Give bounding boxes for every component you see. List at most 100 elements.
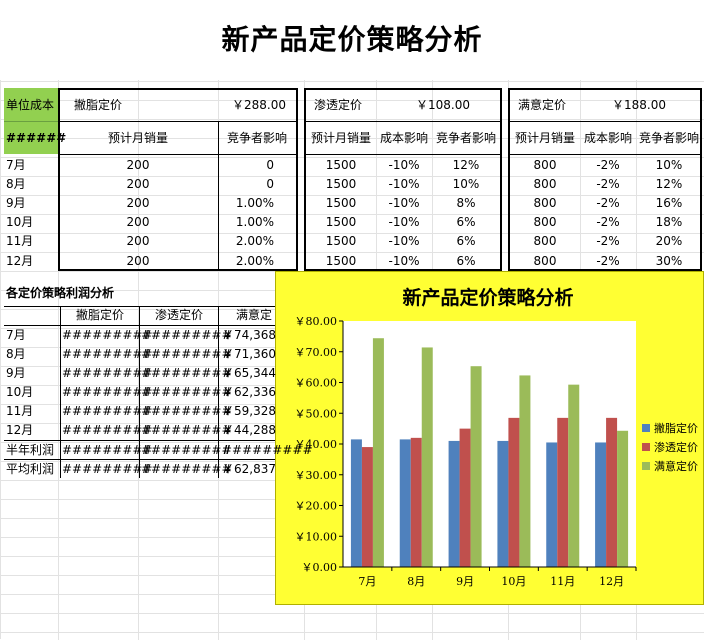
profit-pen-cell[interactable]: ######### [141,462,232,476]
pen-price[interactable]: ￥108.00 [416,98,470,112]
pen-comp-cell[interactable]: 12% [452,158,480,172]
profit-row-label[interactable]: 10月 [6,385,34,399]
profit-row-label[interactable]: 9月 [6,366,26,380]
profit-sat-cell[interactable]: ￥74,368 [222,328,276,342]
sat-sales-cell[interactable]: 800 [533,254,557,268]
profit-heading[interactable]: 各定价策略利润分析 [6,286,115,300]
pen-label[interactable]: 渗透定价 [314,98,363,112]
skim-comp-cell[interactable]: 0 [266,158,274,172]
sat-comp-cell[interactable]: 16% [655,196,683,210]
month-label[interactable]: 12月 [6,254,34,268]
pen-comp-cell[interactable]: 10% [452,177,480,191]
skim-sales-cell[interactable]: 200 [126,177,150,191]
pen-sales-cell[interactable]: 1500 [325,254,357,268]
sat-cost-cell[interactable]: -2% [596,215,620,229]
profit-pen-cell[interactable]: ######### [141,423,232,437]
profit-row-label[interactable]: 7月 [6,328,26,342]
sat-comp-cell[interactable]: 20% [655,234,683,248]
month-label[interactable]: 8月 [6,177,26,191]
profit-skim-cell[interactable]: ######### [62,347,153,361]
profit-pen-cell[interactable]: ######### [141,404,232,418]
sat-cost-cell[interactable]: -2% [596,254,620,268]
skim-comp-cell[interactable]: 2.00% [235,234,274,248]
profit-skim-cell[interactable]: ######### [62,423,153,437]
sat-cost-cell[interactable]: -2% [596,158,620,172]
sat-cost-cell[interactable]: -2% [596,196,620,210]
pen-cost-cell[interactable]: -10% [388,254,420,268]
skim-sales-cell[interactable]: 200 [126,215,150,229]
skim-comp-cell[interactable]: 1.00% [235,196,274,210]
month-label[interactable]: 11月 [6,234,34,248]
skim-label[interactable]: 撇脂定价 [74,98,123,112]
sat-sales-cell[interactable]: 800 [533,234,557,248]
sat-sales-cell[interactable]: 800 [533,177,557,191]
month-label[interactable]: 7月 [6,158,26,172]
profit-row-label[interactable]: 平均利润 [6,462,55,476]
sat-cost-cell[interactable]: -2% [596,177,620,191]
sat-comp-cell[interactable]: 12% [655,177,683,191]
y-tick-label: ￥20.00 [295,500,338,513]
sat-cost-cell[interactable]: -2% [596,234,620,248]
profit-skim-cell[interactable]: ######### [62,328,153,342]
sat-sales-cell[interactable]: 800 [533,215,557,229]
skim-sales-cell[interactable]: 200 [126,234,150,248]
pen-comp-cell[interactable]: 6% [456,215,476,229]
sat-comp-cell[interactable]: 18% [655,215,683,229]
pen-cost-cell[interactable]: -10% [388,234,420,248]
skim-sales-cell[interactable]: 200 [126,158,150,172]
title-area [0,0,704,80]
profit-sat-cell[interactable]: ￥62,837 [222,462,276,476]
skim-price[interactable]: ￥288.00 [232,98,286,112]
sheet-title[interactable]: 新产品定价策略分析 [221,23,483,56]
profit-row-label[interactable]: 半年利润 [6,443,55,457]
pen-sales-cell[interactable]: 1500 [325,158,357,172]
y-tick-label: ￥40.00 [295,438,338,451]
profit-row-label[interactable]: 12月 [6,423,34,437]
profit-skim-cell[interactable]: ######### [62,404,153,418]
profit-skim-cell[interactable]: ######### [62,385,153,399]
profit-sat-cell[interactable]: ￥71,360 [222,347,276,361]
sat-comp-cell[interactable]: 30% [655,254,683,268]
profit-pen-cell[interactable]: ######### [141,347,232,361]
profit-row-label[interactable]: 8月 [6,347,26,361]
pen-sales-cell[interactable]: 1500 [325,215,357,229]
month-label[interactable]: 10月 [6,215,34,229]
profit-row-label[interactable]: 11月 [6,404,34,418]
sat-sales-cell[interactable]: 800 [533,196,557,210]
sat-price[interactable]: ￥188.00 [612,98,666,112]
profit-sat-cell[interactable]: ￥65,344 [222,366,276,380]
skim-comp-cell[interactable]: 1.00% [235,215,274,229]
skim-sales-cell[interactable]: 200 [126,254,150,268]
skim-comp-cell[interactable]: 0 [266,177,274,191]
profit-skim-cell[interactable]: ######### [62,462,153,476]
profit-skim-cell[interactable]: ######### [62,366,153,380]
profit-sat-cell[interactable]: ￥44,288 [222,423,276,437]
pen-comp-cell[interactable]: 6% [456,234,476,248]
sat-comp-cell[interactable]: 10% [655,158,683,172]
profit-sat-cell[interactable]: ######### [222,443,313,457]
pen-cost-cell[interactable]: -10% [388,196,420,210]
skim-col-sales: 预计月销量 [107,131,168,145]
profit-pen-cell[interactable]: ######### [141,328,232,342]
skim-sales-cell[interactable]: 200 [126,196,150,210]
pen-comp-cell[interactable]: 6% [456,254,476,268]
profit-pen-cell[interactable]: ######### [141,385,232,399]
pen-sales-cell[interactable]: 1500 [325,234,357,248]
profit-skim-cell[interactable]: ######### [62,443,153,457]
pricing-chart[interactable]: 新产品定价策略分析 ￥0.00 ￥10.00 ￥20.00 ￥30.00 ￥40.00 ￥… [275,271,704,605]
sat-label[interactable]: 满意定价 [518,98,567,112]
pen-cost-cell[interactable]: -10% [388,158,420,172]
profit-pen-cell[interactable]: ######### [141,443,232,457]
profit-pen-cell[interactable]: ######### [141,366,232,380]
month-label[interactable]: 9月 [6,196,26,210]
pen-sales-cell[interactable]: 1500 [325,177,357,191]
profit-sat-cell[interactable]: ￥62,336 [222,385,276,399]
pen-comp-cell[interactable]: 8% [456,196,476,210]
pen-cost-cell[interactable]: -10% [388,177,420,191]
pen-cost-cell[interactable]: -10% [388,215,420,229]
pen-sales-cell[interactable]: 1500 [325,196,357,210]
profit-sat-cell[interactable]: ￥59,328 [222,404,276,418]
sat-sales-cell[interactable]: 800 [533,158,557,172]
bar [410,437,422,567]
skim-comp-cell[interactable]: 2.00% [235,254,274,268]
